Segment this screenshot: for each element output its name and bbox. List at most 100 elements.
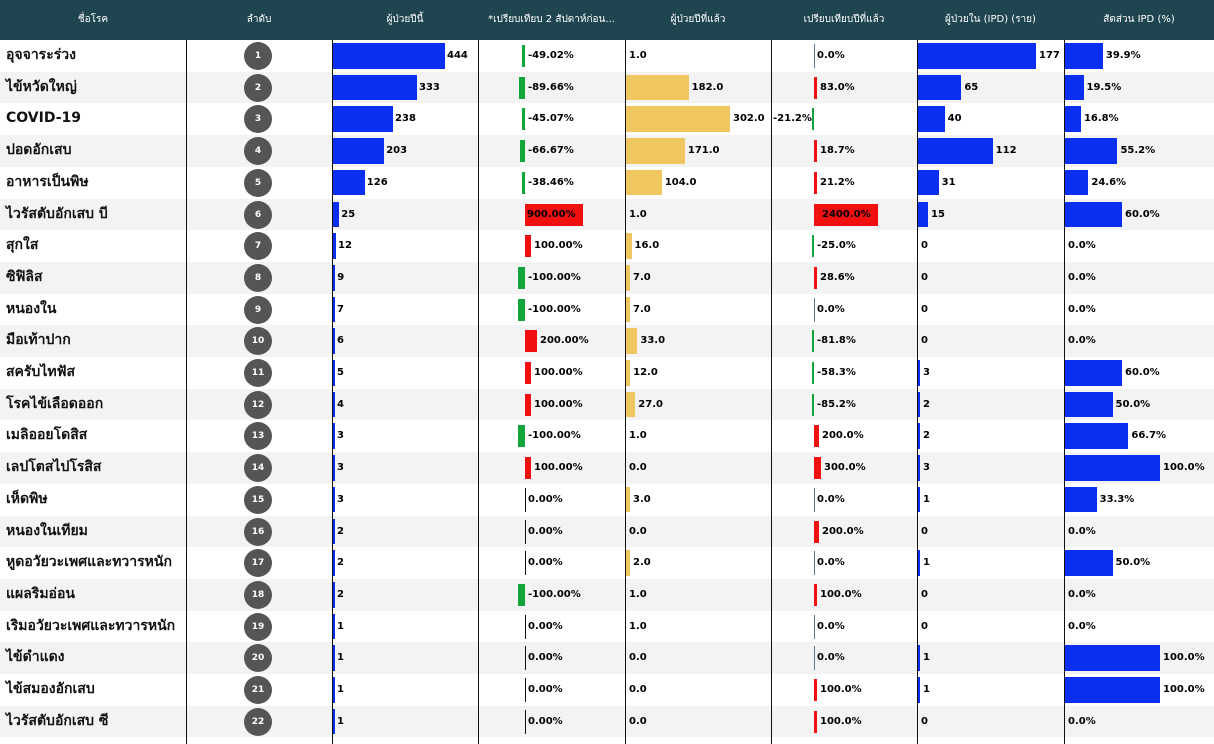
- vs2w-bar: [525, 614, 526, 639]
- rank-badge: 1: [244, 42, 272, 70]
- ipd-pct-label: 100.0%: [1163, 684, 1205, 695]
- disease-name: ปอดอักเสบ: [6, 142, 72, 159]
- ipd-pct-label: 0.0%: [1068, 303, 1096, 315]
- vs-last-year-bar: [814, 76, 817, 99]
- vs-last-year-label: 0.0%: [817, 303, 845, 315]
- ipd-label: 15: [931, 208, 945, 220]
- ipd-pct-label: 0.0%: [1068, 715, 1096, 727]
- cases-label: 444: [447, 50, 468, 61]
- table-row: อุจจาระร่วง 1 444 -49.02% 1.0 0.0% 177 39.9%: [0, 40, 1214, 72]
- vs-last-year-bar: [814, 520, 819, 543]
- disease-name: เลปโตสไปโรสิส: [6, 459, 102, 476]
- ipd-label: 0: [921, 303, 928, 315]
- last-year-label: 302.0: [733, 113, 765, 125]
- cases-label: 126: [366, 176, 388, 188]
- ipd-label: 0: [921, 525, 928, 537]
- disease-name: โรคไข้เลือดออก: [6, 395, 104, 412]
- ipd-pct-bar: [1065, 645, 1160, 671]
- vs-last-year-label: 300.0%: [824, 462, 866, 474]
- ipd-bar: [918, 423, 920, 450]
- ipd-pct-bar: [1065, 391, 1113, 418]
- vs2w-label: 100.00%: [534, 240, 583, 252]
- vs2w-label: 0.00%: [528, 493, 563, 505]
- disease-name: ไวรัสตับอักเสบ บี: [6, 205, 108, 222]
- ipd-pct-label: 50.0%: [1115, 398, 1151, 410]
- ipd-pct-label: 0.0%: [1068, 271, 1096, 283]
- rank-badge: 11: [244, 359, 272, 387]
- last-year-label: 12.0: [633, 367, 658, 378]
- disease-name: หนองในเทียม: [6, 522, 88, 539]
- ipd-pct-bar: [1065, 106, 1081, 133]
- cases-label: 9: [337, 271, 345, 283]
- ipd-label: 2: [923, 398, 930, 410]
- table-row: ปอดอักเสบ 4 203 -66.67% 171.0 18.7% 112 55.2%: [0, 135, 1214, 167]
- vs2w-bar: [518, 76, 525, 99]
- vs2w-label: -66.67%: [528, 145, 574, 157]
- vs2w-bar: [518, 583, 525, 606]
- ipd-pct-bar: [1065, 360, 1122, 386]
- cases-label: 7: [337, 303, 344, 315]
- cases-label: 2: [337, 525, 344, 537]
- cases-label: 4: [337, 398, 344, 410]
- vs-last-year-label: 0.0%: [817, 493, 845, 505]
- rank-badge: 6: [244, 200, 272, 229]
- table-row: เมลิออยโดสิส 13 3 -100.00% 1.0 200.0% 2 66.7%: [0, 420, 1214, 452]
- disease-name: ไข้สมองอักเสบ: [6, 681, 95, 697]
- cases-label: 3: [337, 462, 344, 474]
- ipd-bar: [918, 550, 920, 576]
- last-year-label: 1.0: [629, 50, 647, 61]
- ipd-pct-label: 60.0%: [1125, 367, 1160, 378]
- column-divider: [771, 40, 772, 744]
- cases-label: 333: [419, 81, 440, 93]
- vs2w-label: -38.46%: [528, 176, 574, 188]
- ipd-label: 0: [921, 240, 928, 252]
- rank-badge: 19: [244, 612, 272, 641]
- rank-badge: 5: [244, 168, 272, 197]
- vs-last-year-label: 0.0%: [817, 620, 845, 632]
- cases-bar: [333, 455, 335, 481]
- last-year-label: 33.0: [640, 335, 666, 347]
- cases-bar: [333, 677, 335, 703]
- cases-label: 2: [337, 588, 344, 600]
- ipd-label: 3: [923, 367, 930, 378]
- vs-last-year-label: 200.0%: [822, 430, 864, 442]
- last-year-bar: [626, 264, 630, 291]
- last-year-bar: [626, 106, 730, 133]
- last-year-bar: [626, 486, 630, 513]
- rank-badge: 3: [244, 105, 272, 134]
- vs-last-year-bar: [814, 614, 815, 639]
- vs2w-label: -100.00%: [528, 303, 581, 315]
- vs-last-year-bar: [814, 679, 817, 701]
- disease-name: ไวรัสตับอักเสบ ซี: [6, 712, 109, 729]
- cases-label: 12: [338, 240, 352, 252]
- ipd-bar: [918, 106, 945, 133]
- vs-last-year-bar: [814, 140, 817, 163]
- rank-badge: 8: [244, 263, 272, 292]
- cases-bar: [333, 581, 335, 608]
- vs-last-year-label: 200.0%: [822, 525, 864, 537]
- disease-name: หูดอวัยวะเพศและทวารหนัก: [6, 554, 172, 571]
- cases-bar: [333, 328, 335, 354]
- vs-last-year-bar: [814, 203, 878, 226]
- last-year-label: 1.0: [629, 620, 647, 632]
- cases-label: 238: [395, 113, 416, 125]
- last-year-label: 0.0: [629, 715, 647, 727]
- last-year-label: 27.0: [638, 398, 663, 410]
- ipd-pct-label: 60.0%: [1125, 208, 1160, 220]
- cases-label: 1: [337, 620, 344, 632]
- ipd-label: 1: [923, 557, 930, 569]
- ipd-pct-bar: [1065, 43, 1103, 69]
- ipd-bar: [918, 138, 993, 164]
- vs-last-year-bar: [814, 646, 815, 671]
- table-row: เริมอวัยวะเพศและทวารหนัก 19 1 0.00% 1.0 0.0% 0…: [0, 611, 1214, 643]
- vs2w-label: 100.00%: [534, 398, 583, 410]
- ipd-label: 2: [923, 430, 930, 442]
- table-row: อาหารเป็นพิษ 5 126 -38.46% 104.0 21.2% 31 24.6%: [0, 167, 1214, 199]
- column-header: ผู้ป่วยปีนี้: [332, 0, 478, 40]
- column-header: *เปรียบเทียบ 2 สัปดาห์ก่อน...: [478, 0, 625, 40]
- ipd-bar: [918, 677, 920, 703]
- column-divider: [478, 40, 479, 744]
- cases-label: 3: [337, 430, 344, 442]
- vs-last-year-label: 0.0%: [817, 557, 845, 569]
